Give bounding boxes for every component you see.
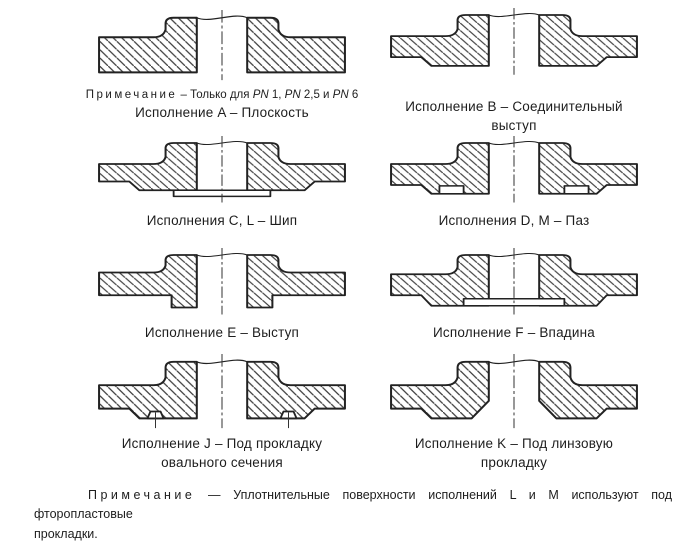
flange-f-recess-diagram: [390, 248, 638, 315]
flange-cl-tongue-diagram: [98, 136, 346, 203]
figure-caption: Исполнение F – Впадина: [433, 325, 595, 340]
figure-caption: Исполнение J – Под прокладку овального с…: [121, 436, 323, 470]
note-label: Примечание: [85, 89, 178, 101]
figure-caption: Исполнения D, M – Паз: [438, 213, 590, 228]
figure-caption: Исполнение B – Соединительный выступ: [405, 99, 623, 134]
figure-flange-k: Исполнение K – Под линзовую прокладку: [368, 354, 660, 478]
document-page: Примечание – Только для PN 1, PN 2,5 и P…: [0, 8, 700, 541]
figure-flange-e: Исполнение E – Выступ: [76, 248, 368, 354]
flange-a-flat-face-diagram: [98, 9, 346, 81]
figure-caption: Исполнение E – Выступ: [144, 325, 300, 340]
footnote-line2: прокладки.: [34, 526, 98, 541]
figure-flange-j: Исполнение J – Под прокладку овального с…: [76, 354, 368, 478]
footnote-line1: Примечание — Уплотнительные поверхности …: [34, 488, 672, 522]
flange-e-spigot-diagram: [98, 248, 346, 315]
figure-caption: Исполнение K – Под линзовую прокладку: [414, 436, 614, 470]
figure-flange-a: Примечание – Только для PN 1, PN 2,5 и P…: [76, 8, 368, 136]
figure-caption: Исполнение A – Плоскость: [135, 105, 309, 120]
figure-flange-cl: Исполнения C, L – Шип: [76, 136, 368, 248]
figure-flange-f: Исполнение F – Впадина: [368, 248, 660, 354]
figure-flange-dm: Исполнения D, M – Паз: [368, 136, 660, 248]
figures-grid: Примечание – Только для PN 1, PN 2,5 и P…: [76, 8, 700, 478]
page-footnote: Примечание — Уплотнительные поверхности …: [34, 486, 672, 544]
flange-dm-groove-diagram: [390, 136, 638, 203]
flange-b-raised-face-diagram: [390, 8, 638, 75]
figure-a-note: Примечание – Только для PN 1, PN 2,5 и P…: [85, 89, 359, 101]
footnote-label: Примечание: [88, 488, 196, 502]
figure-caption: Исполнения C, L – Шип: [146, 213, 298, 228]
flange-k-lens-gasket-diagram: [390, 354, 638, 429]
figure-flange-b: Исполнение B – Соединительный выступ: [368, 8, 660, 136]
flange-j-oval-gasket-diagram: [98, 354, 346, 429]
